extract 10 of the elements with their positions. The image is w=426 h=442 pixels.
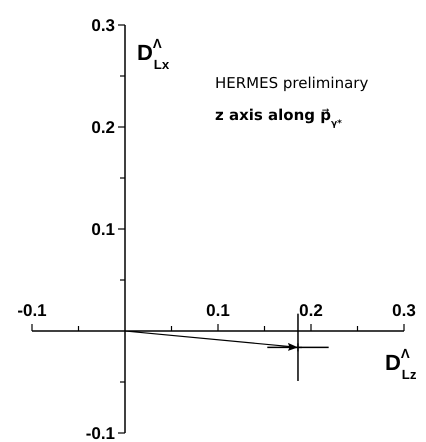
annotation: z axis along p⃗$_{γ*}$ [215, 106, 342, 129]
x-tick-label: 0.1 [206, 301, 230, 320]
x-tick-label: 0.2 [299, 301, 323, 320]
x-tick-label: -0.1 [17, 301, 47, 320]
y-tick-label: 0.2 [91, 118, 115, 137]
y-tick-label: 0.3 [91, 16, 115, 35]
y-tick-label: -0.1 [86, 424, 115, 442]
x-tick-label: 0.3 [392, 301, 416, 320]
y-tick-label: 0.1 [91, 220, 115, 239]
annotation: HERMES preliminary [215, 74, 368, 92]
